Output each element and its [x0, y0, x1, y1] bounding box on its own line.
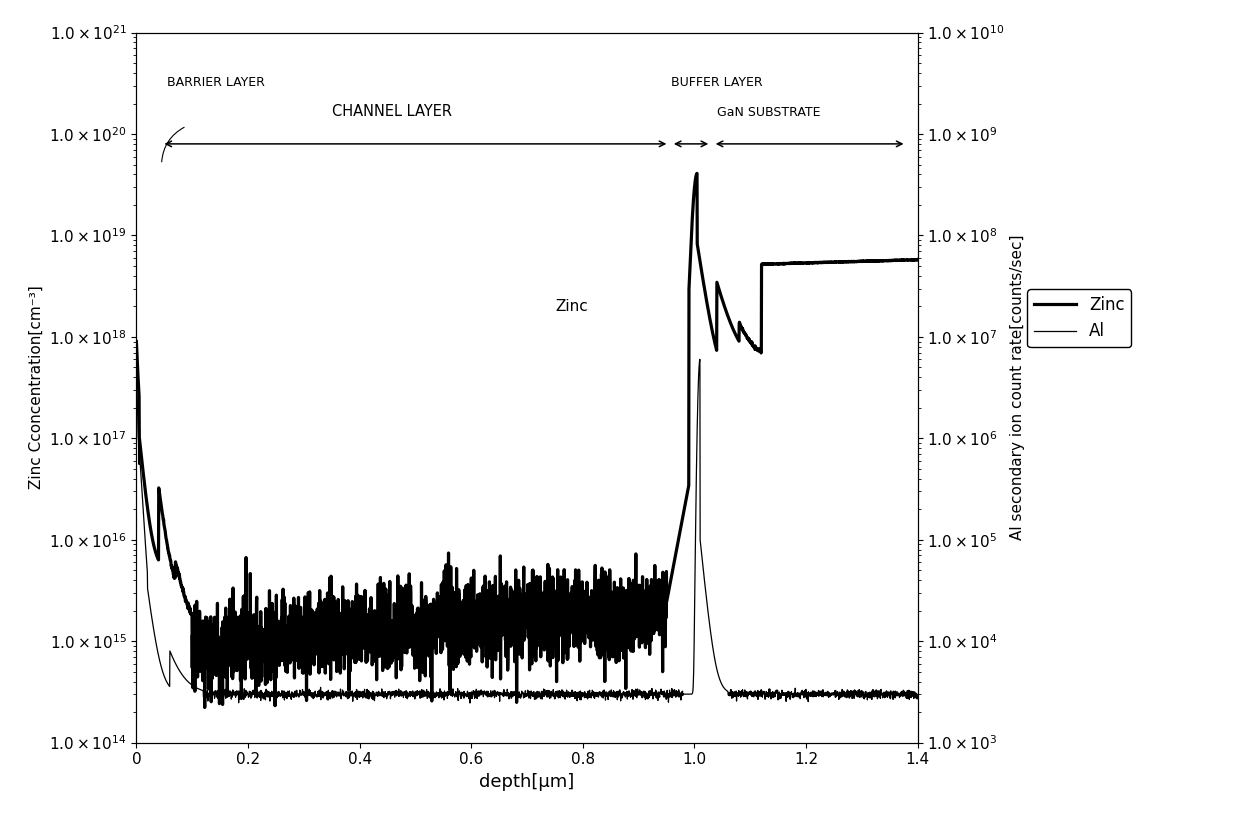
Zinc [197, 703, 212, 712]
Text: Zinc: Zinc [556, 299, 588, 314]
Text: CHANNEL LAYER: CHANNEL LAYER [332, 104, 451, 119]
Al [129, 361, 144, 371]
Al [497, 690, 512, 699]
Al [625, 694, 640, 704]
Al [692, 354, 707, 364]
Y-axis label: Al secondary ion count rate[counts/sec]: Al secondary ion count rate[counts/sec] [1011, 235, 1025, 540]
Al [412, 689, 427, 698]
Text: GaN SUBSTRATE: GaN SUBSTRATE [717, 106, 820, 119]
Text: BUFFER LAYER: BUFFER LAYER [671, 76, 763, 89]
Al [463, 698, 477, 708]
Al [593, 687, 608, 697]
Al [851, 690, 866, 699]
Zinc [910, 255, 925, 264]
Al [910, 693, 925, 703]
Line: Zinc: Zinc [136, 173, 918, 707]
Legend: Zinc, Al: Zinc, Al [1028, 290, 1131, 347]
Zinc [412, 630, 427, 640]
Zinc [689, 168, 704, 178]
X-axis label: depth[μm]: depth[μm] [480, 773, 574, 791]
Text: BARRIER LAYER: BARRIER LAYER [167, 76, 265, 89]
Y-axis label: Zinc Cconcentration[cm⁻³]: Zinc Cconcentration[cm⁻³] [29, 286, 43, 490]
Zinc [129, 337, 144, 347]
Zinc [625, 601, 640, 610]
Al [291, 689, 306, 698]
Zinc [293, 635, 308, 645]
Line: Al: Al [136, 359, 918, 703]
Zinc [593, 610, 608, 619]
Zinc [851, 256, 866, 266]
Zinc [497, 610, 512, 619]
